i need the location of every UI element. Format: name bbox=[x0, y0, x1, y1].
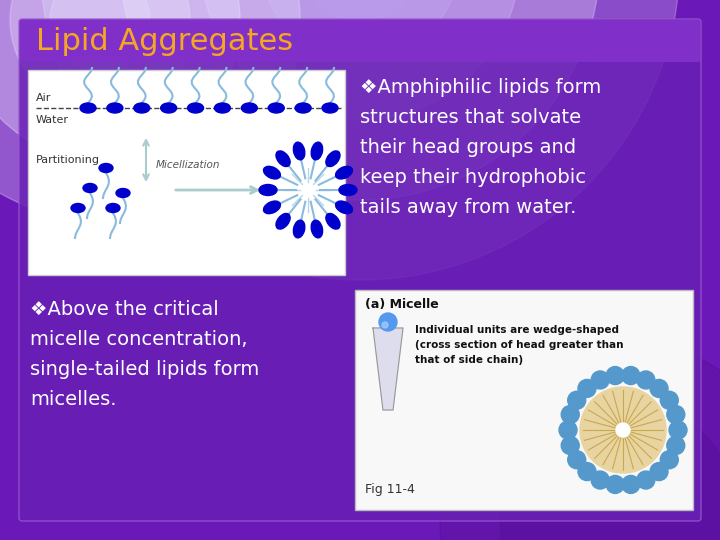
Text: Air: Air bbox=[36, 93, 51, 103]
Ellipse shape bbox=[326, 213, 340, 229]
Circle shape bbox=[0, 0, 300, 220]
Circle shape bbox=[379, 313, 397, 331]
Text: Lipid Aggregates: Lipid Aggregates bbox=[36, 26, 293, 56]
Ellipse shape bbox=[71, 204, 85, 213]
Polygon shape bbox=[373, 328, 403, 410]
Circle shape bbox=[40, 0, 680, 280]
Circle shape bbox=[606, 475, 624, 494]
Text: Individual units are wedge-shaped: Individual units are wedge-shaped bbox=[415, 325, 619, 335]
Text: (a) Micelle: (a) Micelle bbox=[365, 298, 438, 311]
Circle shape bbox=[561, 406, 579, 423]
Ellipse shape bbox=[311, 142, 323, 160]
Ellipse shape bbox=[116, 188, 130, 198]
Text: ❖Above the critical: ❖Above the critical bbox=[30, 300, 219, 319]
Ellipse shape bbox=[293, 220, 305, 238]
Ellipse shape bbox=[276, 213, 290, 229]
Text: that of side chain): that of side chain) bbox=[415, 355, 523, 365]
Text: Micellization: Micellization bbox=[156, 160, 220, 170]
FancyBboxPatch shape bbox=[355, 290, 693, 510]
Circle shape bbox=[568, 392, 586, 409]
Ellipse shape bbox=[215, 103, 230, 113]
Ellipse shape bbox=[322, 103, 338, 113]
Circle shape bbox=[622, 475, 640, 494]
Circle shape bbox=[561, 436, 579, 455]
FancyBboxPatch shape bbox=[28, 70, 345, 275]
Text: Partitioning: Partitioning bbox=[36, 155, 100, 165]
Circle shape bbox=[500, 400, 720, 540]
Ellipse shape bbox=[264, 166, 280, 179]
Circle shape bbox=[591, 371, 609, 389]
Circle shape bbox=[667, 436, 685, 455]
Text: Fig 11-4: Fig 11-4 bbox=[365, 483, 415, 496]
Ellipse shape bbox=[336, 201, 353, 214]
FancyBboxPatch shape bbox=[20, 20, 700, 62]
FancyBboxPatch shape bbox=[19, 19, 701, 521]
Circle shape bbox=[669, 421, 687, 439]
Circle shape bbox=[10, 0, 190, 110]
Ellipse shape bbox=[339, 185, 357, 195]
Circle shape bbox=[580, 387, 666, 473]
Circle shape bbox=[120, 0, 600, 200]
Text: micelles.: micelles. bbox=[30, 390, 117, 409]
Ellipse shape bbox=[83, 184, 97, 192]
Circle shape bbox=[637, 371, 655, 389]
Circle shape bbox=[591, 471, 609, 489]
Circle shape bbox=[650, 463, 668, 481]
Circle shape bbox=[300, 0, 420, 20]
Ellipse shape bbox=[259, 185, 277, 195]
Ellipse shape bbox=[264, 201, 280, 214]
Ellipse shape bbox=[106, 204, 120, 213]
Ellipse shape bbox=[326, 151, 340, 166]
Text: (cross section of head greater than: (cross section of head greater than bbox=[415, 340, 624, 350]
Circle shape bbox=[50, 0, 150, 70]
Circle shape bbox=[578, 463, 596, 481]
Circle shape bbox=[622, 367, 640, 384]
Circle shape bbox=[578, 380, 596, 397]
Ellipse shape bbox=[276, 151, 290, 166]
Circle shape bbox=[559, 421, 577, 439]
Ellipse shape bbox=[295, 103, 311, 113]
Circle shape bbox=[200, 0, 520, 120]
Circle shape bbox=[440, 340, 720, 540]
Text: keep their hydrophobic: keep their hydrophobic bbox=[360, 168, 586, 187]
Text: Water: Water bbox=[36, 115, 69, 125]
Ellipse shape bbox=[187, 103, 204, 113]
Circle shape bbox=[660, 392, 678, 409]
Ellipse shape bbox=[311, 220, 323, 238]
Circle shape bbox=[606, 367, 624, 384]
Circle shape bbox=[650, 380, 668, 397]
Ellipse shape bbox=[241, 103, 257, 113]
Circle shape bbox=[637, 471, 655, 489]
Circle shape bbox=[382, 322, 388, 328]
Text: tails away from water.: tails away from water. bbox=[360, 198, 577, 217]
Circle shape bbox=[260, 0, 460, 60]
Circle shape bbox=[568, 451, 586, 469]
Ellipse shape bbox=[269, 103, 284, 113]
Text: single-tailed lipids form: single-tailed lipids form bbox=[30, 360, 259, 379]
Text: their head groups and: their head groups and bbox=[360, 138, 576, 157]
Text: structures that solvate: structures that solvate bbox=[360, 108, 581, 127]
Ellipse shape bbox=[107, 103, 123, 113]
Ellipse shape bbox=[161, 103, 176, 113]
Ellipse shape bbox=[293, 142, 305, 160]
Ellipse shape bbox=[99, 164, 113, 172]
Text: ❖Amphiphilic lipids form: ❖Amphiphilic lipids form bbox=[360, 78, 601, 97]
Circle shape bbox=[0, 0, 240, 160]
Ellipse shape bbox=[336, 166, 353, 179]
Circle shape bbox=[616, 423, 630, 437]
Text: micelle concentration,: micelle concentration, bbox=[30, 330, 248, 349]
Circle shape bbox=[660, 451, 678, 469]
Ellipse shape bbox=[80, 103, 96, 113]
Circle shape bbox=[667, 406, 685, 423]
Ellipse shape bbox=[134, 103, 150, 113]
